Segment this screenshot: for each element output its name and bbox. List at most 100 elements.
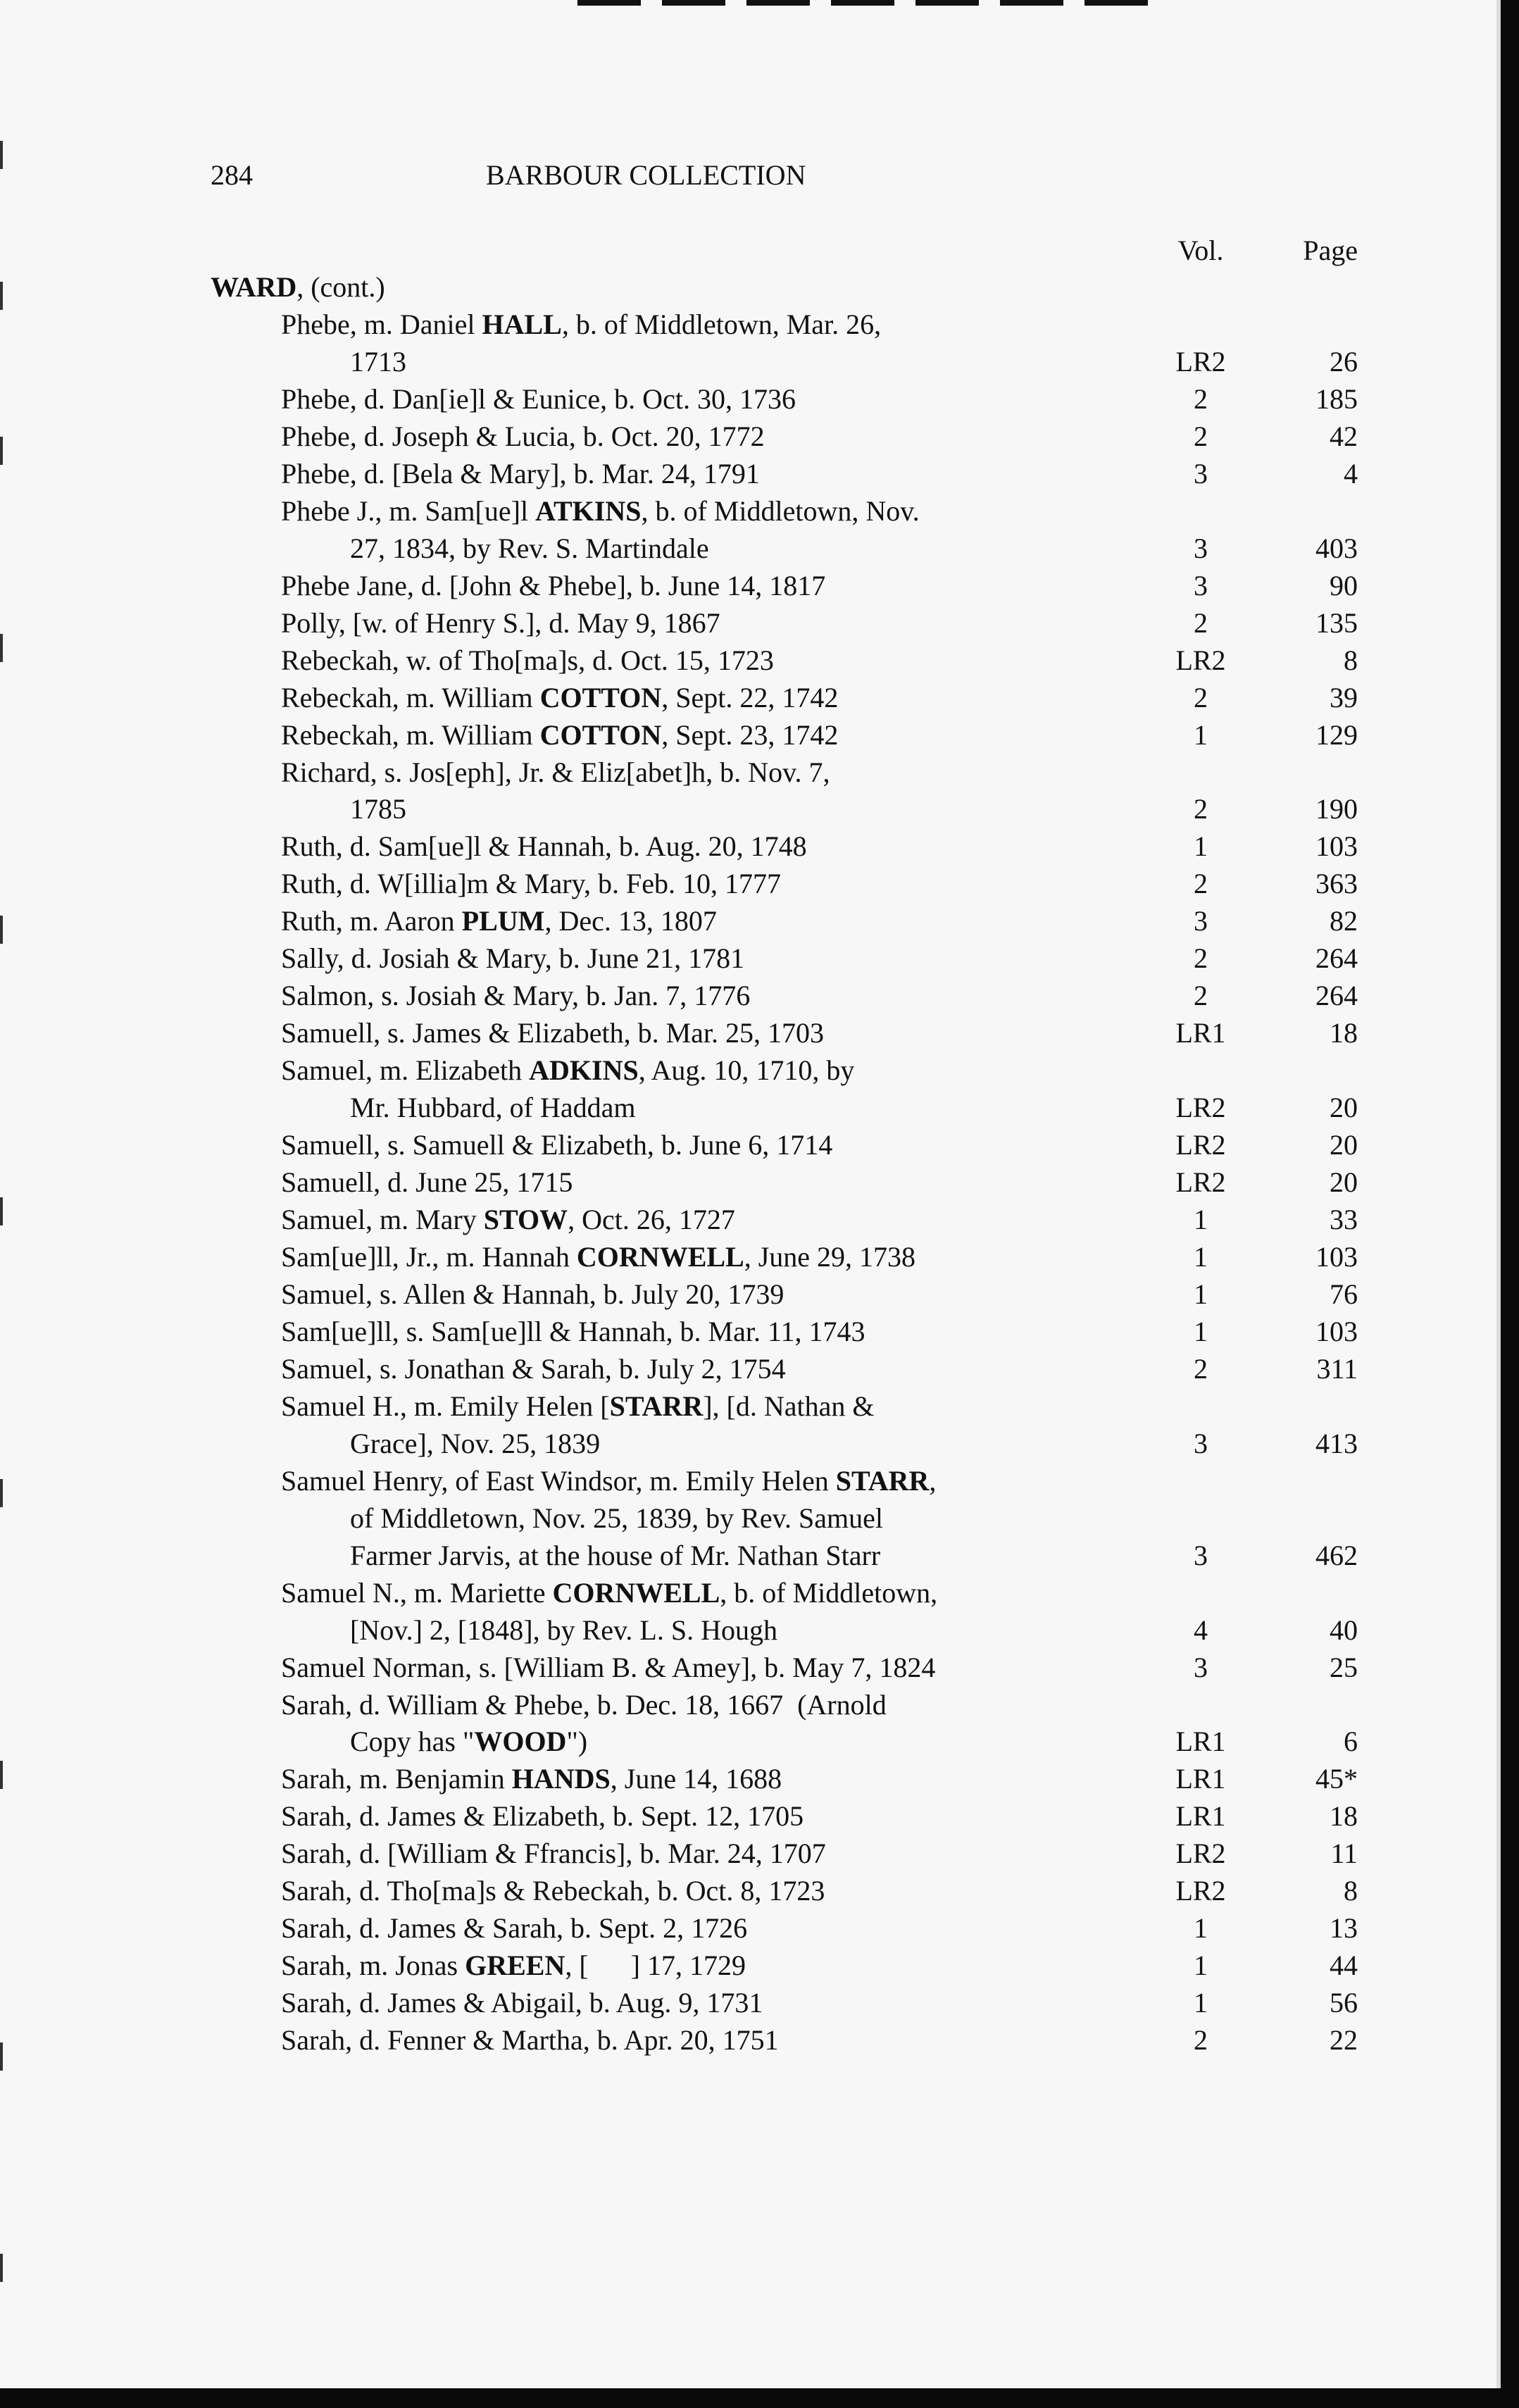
entry-continuation: of Middletown, Nov. 25, 1839, by Rev. Sa…	[350, 1499, 883, 1537]
entry-continuation: Farmer Jarvis, at the house of Mr. Natha…	[350, 1537, 880, 1574]
entry-text: Samuel Norman, s. [William B. & Amey], b…	[281, 1649, 935, 1686]
entry-text-segment: Sarah, d. James & Elizabeth, b. Sept. 12…	[281, 1800, 804, 1833]
entry-vol: 4	[1194, 1614, 1208, 1646]
entry-text-segment: Ruth, d. Sam[ue]l & Hannah, b. Aug. 20, …	[281, 830, 807, 863]
entry-page: 135	[1315, 606, 1358, 639]
scan-edge-right-dark	[1501, 0, 1519, 2408]
scan-edge-tick	[0, 1761, 3, 1789]
entry-text-segment: Phebe Jane, d. [John & Phebe], b. June 1…	[281, 569, 826, 601]
entry-text: Samuel, s. Allen & Hannah, b. July 20, 1…	[281, 1275, 784, 1313]
entry-text-segment: , b. of Middletown, Nov.	[641, 494, 920, 527]
entry-vol: 2	[1194, 942, 1208, 975]
entry-page: 26	[1330, 345, 1358, 378]
entry-text-segment: , [ ] 17, 1729	[565, 1950, 746, 1982]
entry-page: 39	[1330, 681, 1358, 713]
entry-vol: 1	[1194, 1315, 1208, 1347]
entry-page: 20	[1330, 1129, 1358, 1161]
entry-page: 8	[1344, 644, 1358, 676]
entry-vol: 1	[1194, 1278, 1208, 1310]
entry-text-segment: , June 29, 1738	[744, 1241, 916, 1273]
entry-text: Samuell, s. James & Elizabeth, b. Mar. 2…	[281, 1014, 824, 1052]
entry-vol: 2	[1194, 868, 1208, 900]
entry-page: 42	[1330, 420, 1358, 452]
entry-surname-bold: GREEN	[465, 1950, 565, 1982]
entry-text: Polly, [w. of Henry S.], d. May 9, 1867	[281, 604, 720, 642]
entry-continuation: 1713	[350, 343, 406, 380]
entry-page: 190	[1315, 793, 1358, 825]
entry-page: 462	[1315, 1539, 1358, 1571]
entry-text-segment: of Middletown, Nov. 25, 1839, by Rev. Sa…	[350, 1502, 883, 1534]
entry-text-segment: , Sept. 23, 1742	[661, 718, 839, 751]
entry-text-segment: Grace], Nov. 25, 1839	[350, 1427, 601, 1459]
scan-edge-bottom	[0, 2388, 1519, 2408]
scan-edge-tick	[0, 1197, 3, 1225]
scan-edge-marks	[577, 0, 1155, 6]
entry-vol: 1	[1194, 718, 1208, 751]
entry-text: Phebe, m. Daniel HALL, b. of Middletown,…	[281, 306, 881, 343]
entry-page: 403	[1315, 532, 1358, 564]
entry-page: 4	[1344, 457, 1358, 489]
entry-text: Ruth, m. Aaron PLUM, Dec. 13, 1807	[281, 902, 717, 940]
scan-edge-tick	[0, 1479, 3, 1507]
page-number: 284	[211, 159, 253, 191]
entry-text-segment: Sarah, d. James & Sarah, b. Sept. 2, 172…	[281, 1912, 748, 1945]
scan-edge-tick	[0, 437, 3, 465]
entry-text-segment: Phebe, d. Joseph & Lucia, b. Oct. 20, 17…	[281, 420, 765, 452]
entry-text-segment: , Dec. 13, 1807	[544, 905, 717, 937]
entry-page: 20	[1330, 1092, 1358, 1124]
entry-text: Sarah, m. Jonas GREEN, [ ] 17, 1729	[281, 1947, 746, 1984]
surname-suffix: , (cont.)	[296, 271, 385, 303]
entry-vol: LR1	[1175, 1726, 1226, 1758]
entry-surname-bold: HALL	[482, 308, 562, 340]
scan-edge-tick	[0, 634, 3, 662]
entry-text-segment: ], [d. Nathan &	[703, 1390, 875, 1422]
entry-text-segment: Sarah, d. James & Abigail, b. Aug. 9, 17…	[281, 1987, 763, 2019]
entry-text: Ruth, d. Sam[ue]l & Hannah, b. Aug. 20, …	[281, 828, 807, 865]
entry-text: Rebeckah, w. of Tho[ma]s, d. Oct. 15, 17…	[281, 642, 774, 679]
entry-surname-bold: WOOD	[474, 1726, 567, 1758]
entry-page: 44	[1330, 1950, 1358, 1982]
surname: WARD	[211, 271, 297, 303]
entry-surname-bold: STARR	[835, 1464, 930, 1497]
entry-text: Sarah, d. James & Abigail, b. Aug. 9, 17…	[281, 1984, 763, 2021]
entry-vol: 2	[1194, 420, 1208, 452]
entry-vol: LR2	[1175, 1129, 1226, 1161]
entry-page: 103	[1315, 1315, 1358, 1347]
entry-continuation: 27, 1834, by Rev. S. Martindale	[350, 530, 709, 567]
entry-page: 22	[1330, 2024, 1358, 2057]
entry-text-segment: Rebeckah, m. William	[281, 718, 540, 751]
entry-text-segment: Sarah, d. Fenner & Martha, b. Apr. 20, 1…	[281, 2024, 779, 2057]
entry-vol: 3	[1194, 1539, 1208, 1571]
entry-text-segment: Sam[ue]ll, Jr., m. Hannah	[281, 1241, 577, 1273]
scan-edge-tick	[0, 2254, 3, 2282]
entry-text-segment: Samuell, s. Samuell & Elizabeth, b. June…	[281, 1129, 833, 1161]
entry-surname-bold: CORNWELL	[576, 1241, 744, 1273]
entry-page: 20	[1330, 1166, 1358, 1199]
entry-text: Salmon, s. Josiah & Mary, b. Jan. 7, 177…	[281, 977, 750, 1014]
entry-text-segment: 1785	[350, 793, 406, 825]
entry-text-segment: Sarah, d. Tho[ma]s & Rebeckah, b. Oct. 8…	[281, 1875, 825, 1907]
scan-edge-right	[1496, 0, 1501, 2408]
entry-vol: 3	[1194, 532, 1208, 564]
entry-text: Sarah, d. James & Sarah, b. Sept. 2, 172…	[281, 1909, 747, 1947]
entry-text-segment: Sarah, d. William & Phebe, b. Dec. 18, 1…	[281, 1688, 887, 1721]
entry-text-segment: Sarah, m. Jonas	[281, 1950, 465, 1982]
entry-page: 8	[1344, 1875, 1358, 1907]
entry-text-segment: Sam[ue]ll, s. Sam[ue]ll & Hannah, b. Mar…	[281, 1315, 865, 1347]
entry-page: 25	[1330, 1651, 1358, 1683]
entry-text-segment: Sally, d. Josiah & Mary, b. June 21, 178…	[281, 942, 745, 975]
entry-surname-bold: CORNWELL	[552, 1576, 720, 1609]
entry-text-segment: , b. of Middletown, Mar. 26,	[561, 308, 882, 340]
entry-text-segment: , Aug. 10, 1710, by	[638, 1054, 855, 1087]
entry-text-segment: , Oct. 26, 1727	[568, 1204, 735, 1236]
entry-text: Samuell, d. June 25, 1715	[281, 1164, 573, 1201]
entry-text-segment: Phebe J., m. Sam[ue]l	[281, 494, 536, 527]
entry-text: Phebe, d. Joseph & Lucia, b. Oct. 20, 17…	[281, 418, 765, 455]
entry-vol: 2	[1194, 382, 1208, 415]
entry-text-segment: Rebeckah, w. of Tho[ma]s, d. Oct. 15, 17…	[281, 644, 774, 676]
entry-text: Samuel, s. Jonathan & Sarah, b. July 2, …	[281, 1350, 786, 1387]
entry-continuation: Copy has "WOOD")	[350, 1723, 587, 1760]
scan-edge-tick	[0, 2042, 3, 2071]
entry-page: 33	[1330, 1204, 1358, 1236]
entry-text: Richard, s. Jos[eph], Jr. & Eliz[abet]h,…	[281, 754, 830, 791]
